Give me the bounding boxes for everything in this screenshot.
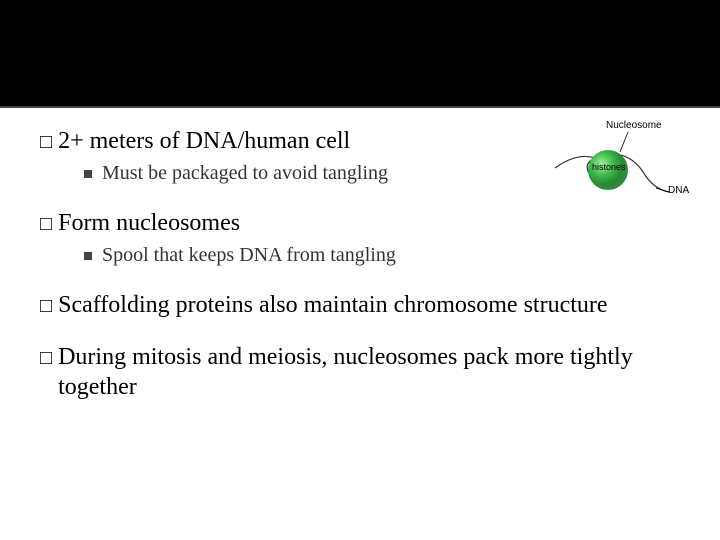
sub-bullet-marker-icon: [84, 252, 92, 260]
arrow-icon: [656, 188, 668, 192]
bullet-group: □ During mitosis and meiosis, nucleosome…: [40, 342, 680, 402]
bullet-text: Spool that keeps DNA from tangling: [102, 242, 396, 268]
diagram-label-dna: DNA: [668, 185, 689, 196]
arrow-icon: [620, 132, 628, 152]
bullet-l1: □ Scaffolding proteins also maintain chr…: [40, 290, 680, 320]
bullet-group: □ Scaffolding proteins also maintain chr…: [40, 290, 680, 320]
bullet-marker-icon: □: [40, 346, 52, 370]
bullet-text: 2+ meters of DNA/human cell: [58, 126, 350, 156]
title-bar: [0, 0, 720, 108]
slide-content: Nucleosome histones DNA: [0, 108, 720, 540]
bullet-text: Must be packaged to avoid tangling: [102, 160, 388, 186]
bullet-marker-icon: □: [40, 212, 52, 236]
bullet-l1: □ During mitosis and meiosis, nucleosome…: [40, 342, 680, 402]
nucleosome-diagram: Nucleosome histones DNA: [550, 120, 690, 205]
diagram-label-nucleosome: Nucleosome: [606, 120, 662, 131]
bullet-l1: □ Form nucleosomes: [40, 208, 680, 238]
bullet-text: Scaffolding proteins also maintain chrom…: [58, 290, 607, 320]
bullet-marker-icon: □: [40, 294, 52, 318]
bullet-group: □ Form nucleosomes Spool that keeps DNA …: [40, 208, 680, 268]
bullet-text: During mitosis and meiosis, nucleosomes …: [58, 342, 680, 402]
bullet-marker-icon: □: [40, 130, 52, 154]
diagram-label-histones: histones: [592, 162, 626, 172]
bullet-l2: Spool that keeps DNA from tangling: [84, 242, 680, 268]
bullet-text: Form nucleosomes: [58, 208, 240, 238]
slide: Nucleosome histones DNA: [0, 0, 720, 540]
sub-bullet-marker-icon: [84, 170, 92, 178]
